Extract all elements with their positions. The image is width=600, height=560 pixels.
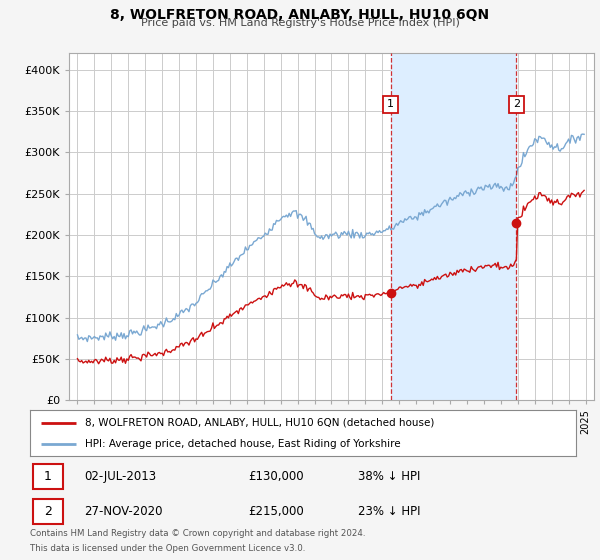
Text: Contains HM Land Registry data © Crown copyright and database right 2024.: Contains HM Land Registry data © Crown c… bbox=[30, 529, 365, 538]
Bar bbox=[391, 53, 517, 400]
Text: 8, WOLFRETON ROAD, ANLABY, HULL, HU10 6QN: 8, WOLFRETON ROAD, ANLABY, HULL, HU10 6Q… bbox=[110, 8, 490, 22]
FancyBboxPatch shape bbox=[33, 499, 63, 524]
Text: 2: 2 bbox=[44, 505, 52, 518]
Text: 23% ↓ HPI: 23% ↓ HPI bbox=[358, 505, 420, 518]
Text: This data is licensed under the Open Government Licence v3.0.: This data is licensed under the Open Gov… bbox=[30, 544, 305, 553]
Text: 1: 1 bbox=[44, 470, 52, 483]
Text: 2: 2 bbox=[513, 100, 520, 109]
Text: Price paid vs. HM Land Registry's House Price Index (HPI): Price paid vs. HM Land Registry's House … bbox=[140, 18, 460, 29]
Text: 02-JUL-2013: 02-JUL-2013 bbox=[85, 470, 157, 483]
Text: 27-NOV-2020: 27-NOV-2020 bbox=[85, 505, 163, 518]
Text: 8, WOLFRETON ROAD, ANLABY, HULL, HU10 6QN (detached house): 8, WOLFRETON ROAD, ANLABY, HULL, HU10 6Q… bbox=[85, 418, 434, 428]
Text: £130,000: £130,000 bbox=[248, 470, 304, 483]
FancyBboxPatch shape bbox=[33, 464, 63, 489]
Text: £215,000: £215,000 bbox=[248, 505, 304, 518]
Text: 38% ↓ HPI: 38% ↓ HPI bbox=[358, 470, 420, 483]
Text: 1: 1 bbox=[387, 100, 394, 109]
Text: HPI: Average price, detached house, East Riding of Yorkshire: HPI: Average price, detached house, East… bbox=[85, 439, 400, 449]
